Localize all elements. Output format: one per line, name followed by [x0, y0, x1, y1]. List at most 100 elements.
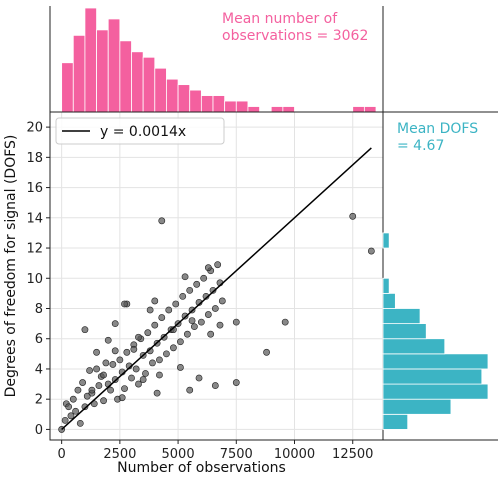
- y-tick-label: 4: [35, 362, 43, 377]
- top-histogram-bar: [247, 106, 260, 113]
- top-histogram-bar: [189, 89, 202, 113]
- right-histogram-bar: [382, 308, 421, 325]
- scatter-point: [156, 371, 163, 379]
- legend: y = 0.0014x: [55, 117, 225, 145]
- scatter-point: [163, 350, 170, 358]
- y-tick-label: 2: [35, 393, 43, 408]
- top-histogram-bar: [61, 62, 74, 113]
- scatter-point: [216, 321, 224, 329]
- right-histogram-bar: [382, 383, 489, 400]
- y-tick-label: 6: [35, 332, 43, 347]
- scatter-point: [144, 329, 152, 337]
- scatter-point: [67, 412, 75, 420]
- top-histogram-bar: [166, 78, 179, 113]
- scatter-point: [170, 344, 177, 352]
- scatter-point: [118, 394, 126, 402]
- x-tick-label: 10000: [274, 447, 315, 462]
- top-histogram-bar: [200, 95, 214, 113]
- scatter-point: [214, 261, 222, 269]
- right-histogram-bar: [382, 292, 396, 309]
- scatter-point: [195, 374, 203, 382]
- scatter-point: [69, 395, 77, 403]
- scatter-point: [177, 364, 184, 371]
- scatter-point: [81, 403, 89, 411]
- top-histogram-bar: [119, 40, 132, 113]
- scatter-point: [211, 305, 219, 312]
- top-annotation-line: observations = 3062: [222, 28, 368, 44]
- top-histogram-bar: [352, 106, 365, 113]
- legend-label: y = 0.0014x: [100, 124, 186, 140]
- scatter-point: [186, 286, 194, 294]
- scatter-point: [128, 374, 135, 382]
- scatter-point: [149, 359, 156, 367]
- scatter-point: [102, 359, 110, 367]
- scatter-point: [179, 293, 187, 300]
- right-histogram-bar: [382, 232, 390, 249]
- top-histogram: [49, 6, 384, 113]
- scatter-point: [158, 314, 166, 321]
- x-tick-label: 5000: [162, 447, 195, 462]
- top-histogram-bar: [84, 7, 97, 113]
- scatter-point: [139, 376, 147, 383]
- scatter-point: [204, 311, 212, 318]
- scatter-point: [111, 347, 119, 355]
- scatter-point: [76, 419, 84, 427]
- scatter-point: [211, 382, 219, 389]
- y-tick-label: 10: [26, 272, 43, 287]
- scatter-point: [153, 389, 161, 397]
- right-histogram-bar: [382, 413, 409, 430]
- x-tick-label: 2500: [103, 447, 136, 462]
- y-tick-label: 8: [35, 302, 43, 317]
- scatter-point: [281, 318, 289, 326]
- scatter-point: [116, 356, 124, 364]
- y-tick-label: 20: [26, 121, 43, 136]
- x-tick-label: 0: [58, 447, 66, 462]
- scatter-point: [81, 326, 89, 334]
- x-axis-ticks: 0 2500 5000 7500 10000 12500: [58, 440, 373, 462]
- top-histogram-bar: [177, 84, 191, 113]
- top-histogram-bar: [282, 106, 295, 113]
- scatter-point: [183, 330, 191, 338]
- scatter-point: [188, 317, 196, 324]
- y-tick-label: 12: [26, 242, 43, 257]
- x-axis-label: Number of observations: [117, 460, 286, 476]
- right-annotation-line: = 4.67: [397, 138, 444, 154]
- right-annotation-line: Mean DOFS: [397, 121, 478, 137]
- scatter-point: [104, 336, 112, 344]
- scatter-point: [111, 320, 119, 328]
- fit-line: [61, 147, 372, 430]
- x-tick-label: 7500: [220, 447, 253, 462]
- y-tick-label: 14: [26, 211, 43, 226]
- scatter-point: [367, 247, 375, 255]
- main-grid: [50, 112, 383, 440]
- right-histogram-annotation: Mean DOFS = 4.67: [397, 121, 478, 154]
- scatter-point: [88, 386, 96, 394]
- top-histogram-bar: [131, 51, 144, 113]
- scatter-point: [209, 286, 217, 294]
- scatter-point: [86, 367, 93, 374]
- scatter-point: [72, 407, 80, 415]
- scatter-point: [93, 348, 100, 356]
- scatter-point: [232, 318, 240, 326]
- right-histogram-bar: [382, 338, 446, 355]
- scatter-point: [121, 385, 128, 393]
- right-histogram-bar: [382, 398, 452, 415]
- right-histogram-bar: [382, 277, 390, 294]
- y-tick-label: 0: [35, 423, 43, 438]
- y-tick-label: 18: [26, 151, 43, 166]
- top-histogram-bar: [270, 106, 284, 113]
- top-histogram-bar: [72, 34, 86, 113]
- scatter-point: [172, 300, 180, 308]
- right-histogram-bar: [382, 353, 489, 370]
- scatter-point: [123, 348, 131, 356]
- scatter-point: [95, 382, 103, 389]
- scatter-point: [151, 321, 159, 329]
- scatter-point: [349, 212, 357, 220]
- scatter-point: [197, 318, 205, 326]
- scatter-point: [135, 333, 142, 341]
- scatter-point: [79, 379, 87, 386]
- scatter-point: [165, 306, 173, 314]
- scatter-point: [177, 338, 184, 346]
- scatter-point: [232, 379, 240, 386]
- top-histogram-annotation: Mean number of observations = 3062: [222, 11, 368, 44]
